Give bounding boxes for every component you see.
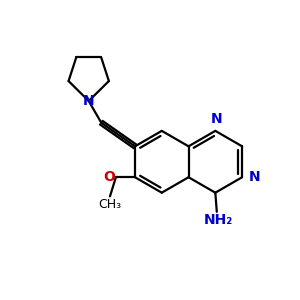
Text: O: O [103,170,115,184]
Text: NH₂: NH₂ [204,213,233,227]
Text: N: N [211,112,223,126]
Text: N: N [249,170,260,184]
Text: N: N [83,94,94,108]
Text: CH₃: CH₃ [98,198,122,211]
